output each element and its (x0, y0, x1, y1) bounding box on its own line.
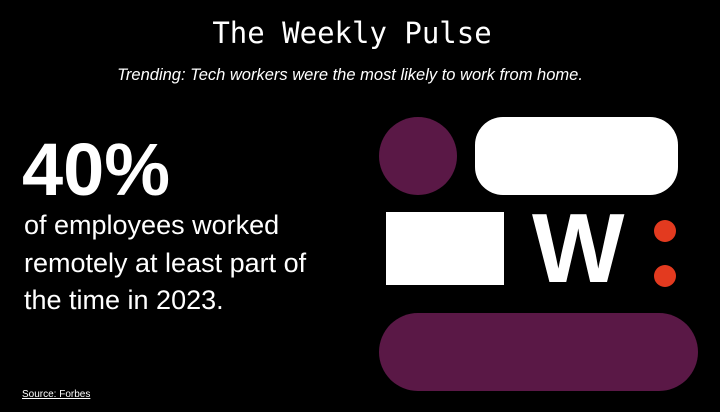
purple-pill (379, 313, 698, 391)
red-dot (654, 265, 676, 287)
red-dot (654, 220, 676, 242)
stat-line: the time in 2023. (24, 285, 224, 315)
purple-circle (379, 117, 457, 195)
logo-letter: W (532, 193, 625, 303)
stat-line: remotely at least part of (24, 248, 307, 278)
white-pill (475, 117, 678, 195)
stat-line: of employees worked (24, 210, 279, 240)
subtitle: Trending: Tech workers were the most lik… (117, 66, 583, 84)
stat-value: 40% (22, 128, 170, 211)
source: Source: Forbes (22, 389, 90, 400)
white-block (386, 212, 504, 285)
title: The Weekly Pulse (212, 16, 491, 50)
